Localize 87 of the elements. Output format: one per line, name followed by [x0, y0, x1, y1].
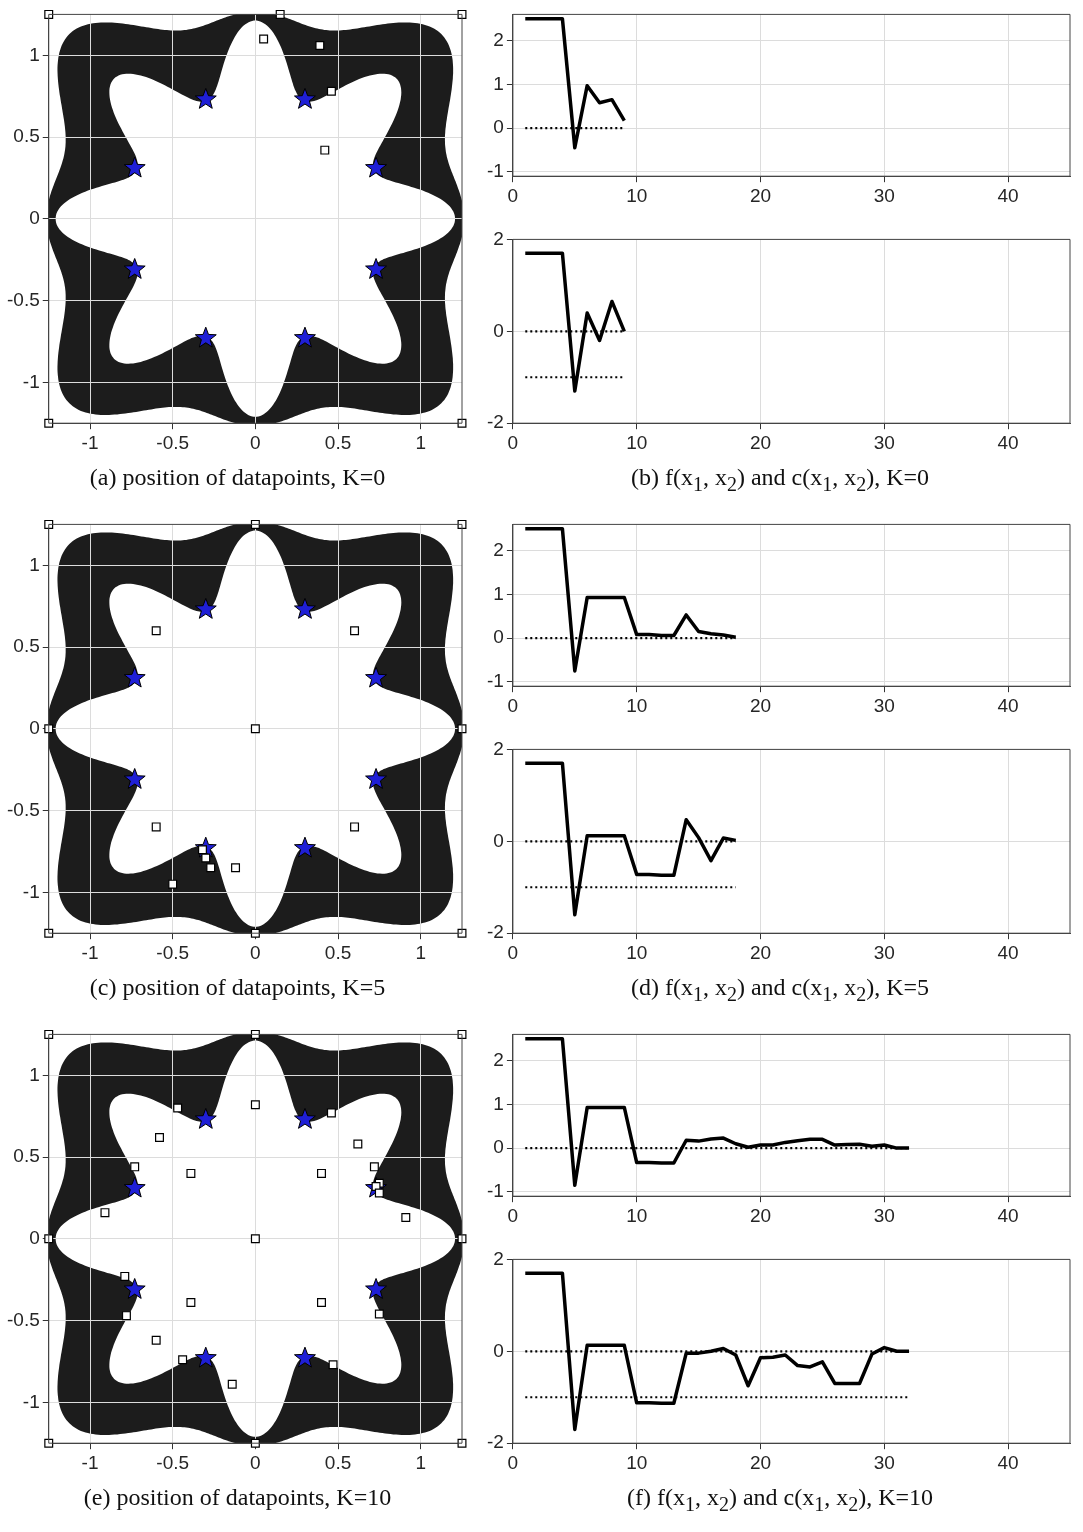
x-tick-label: 30: [873, 1204, 895, 1226]
y-tick-label: -0.5: [6, 288, 40, 310]
y-tick-label: 2: [493, 227, 504, 249]
x-tick-label: 20: [749, 1204, 772, 1226]
x-tick-label: 10: [626, 1451, 648, 1473]
x-tick-label: 1: [415, 941, 426, 963]
text: (a) position of datapoints, K=0: [88, 464, 387, 491]
y-tick-label: -1: [22, 880, 40, 902]
x-tick-label: 0: [507, 694, 519, 716]
x-tick-label: 0: [507, 941, 519, 963]
x-tick-label: 40: [997, 1204, 1019, 1226]
x-tick-label: 0: [507, 1451, 519, 1473]
x-tick-label: 0.5: [324, 941, 352, 963]
y-tick-label: 2: [493, 1247, 504, 1269]
y-tick-label: 2: [493, 538, 504, 560]
y-tick-label: -1: [486, 1180, 504, 1202]
x-tick-label: 10: [626, 1204, 648, 1226]
y-tick-label: -1: [486, 160, 504, 182]
y-tick-label: 0: [29, 207, 40, 229]
y-tick-label: 0: [493, 626, 504, 648]
x-tick-label: -1: [81, 431, 99, 453]
x-tick-label: 1: [415, 431, 426, 453]
y-tick-label: 1: [29, 43, 40, 65]
x-tick-label: 10: [626, 431, 648, 453]
y-tick-label: -1: [486, 670, 504, 692]
y-tick-label: 0: [29, 717, 40, 739]
x-tick-label: 20: [749, 184, 772, 206]
x-tick-label: 0: [507, 431, 519, 453]
x-tick-label: 0.5: [324, 1451, 352, 1473]
y-tick-label: -1: [22, 1390, 40, 1412]
x-tick-label: 30: [873, 694, 895, 716]
y-tick-label: 1: [493, 1092, 504, 1114]
x-tick-label: 0.5: [324, 431, 352, 453]
x-tick-label: 20: [749, 431, 772, 453]
x-tick-label: 40: [997, 941, 1019, 963]
y-tick-label: -0.5: [6, 1308, 40, 1330]
x-tick-label: 30: [873, 941, 895, 963]
y-tick-label: 1: [29, 1063, 40, 1085]
x-tick-label: 30: [873, 1451, 895, 1473]
text: (e) position of datapoints, K=10: [82, 1484, 393, 1511]
x-tick-label: 0: [250, 1451, 261, 1473]
y-tick-label: -1: [22, 370, 40, 392]
y-tick-label: 1: [493, 72, 504, 94]
y-tick-label: 0.5: [13, 125, 40, 147]
x-tick-label: 40: [997, 694, 1019, 716]
x-tick-label: 20: [749, 941, 772, 963]
x-tick-label: -0.5: [156, 1451, 190, 1473]
x-tick-label: 30: [873, 431, 895, 453]
y-tick-label: 0: [493, 116, 504, 138]
x-tick-label: 10: [626, 941, 648, 963]
x-tick-label: 0: [507, 184, 519, 206]
x-tick-label: 0: [250, 941, 261, 963]
text: (f) f(x$_{1}$, x$_{2}$) and c(x$_{1}$, x$_{2}$), K=10: [626, 1484, 934, 1515]
x-tick-label: 30: [873, 184, 895, 206]
y-tick-label: 0: [29, 1227, 40, 1249]
y-tick-label: 0.5: [13, 635, 40, 657]
y-tick-label: 0: [493, 829, 504, 851]
y-tick-label: 0: [493, 1339, 504, 1361]
y-tick-label: 0.5: [13, 1145, 40, 1167]
x-tick-label: 0: [250, 431, 261, 453]
x-tick-label: -1: [81, 941, 99, 963]
y-tick-label: -2: [486, 1431, 504, 1453]
x-tick-label: 10: [626, 184, 648, 206]
x-tick-label: -0.5: [156, 941, 190, 963]
y-tick-label: 2: [493, 737, 504, 759]
y-tick-label: 0: [493, 319, 504, 341]
y-tick-label: 2: [493, 28, 504, 50]
x-tick-label: 40: [997, 1451, 1019, 1473]
x-tick-label: -0.5: [156, 431, 190, 453]
x-tick-label: 1: [415, 1451, 426, 1473]
y-tick-label: -0.5: [6, 798, 40, 820]
y-tick-label: 2: [493, 1048, 504, 1070]
text: (c) position of datapoints, K=5: [88, 974, 387, 1001]
y-tick-label: -2: [486, 411, 504, 433]
y-tick-label: 1: [29, 553, 40, 575]
y-tick-label: 0: [493, 1136, 504, 1158]
x-tick-label: 40: [997, 184, 1019, 206]
y-tick-label: 1: [493, 582, 504, 604]
x-tick-label: 40: [997, 431, 1019, 453]
x-tick-label: 0: [507, 1204, 519, 1226]
x-tick-label: 20: [749, 694, 772, 716]
text: (b) f(x$_{1}$, x$_{2}$) and c(x$_{1}$, x$_{2}$), K=0: [630, 464, 930, 495]
x-tick-label: 10: [626, 694, 648, 716]
x-tick-label: 20: [749, 1451, 772, 1473]
y-tick-label: -2: [486, 921, 504, 943]
x-tick-label: -1: [81, 1451, 99, 1473]
text: (d) f(x$_{1}$, x$_{2}$) and c(x$_{1}$, x$_{2}$), K=5: [630, 974, 930, 1005]
